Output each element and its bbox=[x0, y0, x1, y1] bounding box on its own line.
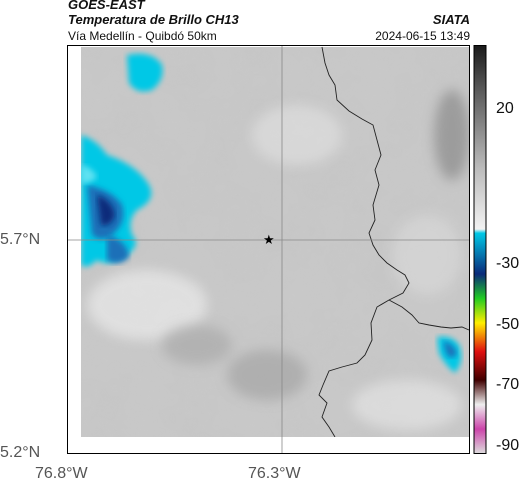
dark-patches bbox=[162, 90, 470, 400]
cbar-tick-20: 20 bbox=[496, 100, 514, 117]
cbar-tick-minus30: -30 bbox=[496, 255, 520, 272]
border-line-east bbox=[388, 299, 470, 331]
cbar-tick-minus70: -70 bbox=[496, 376, 520, 393]
map-canvas: ★ bbox=[67, 45, 470, 454]
colorbar-scale bbox=[473, 45, 487, 454]
lat-label-5-7: 5.7°N bbox=[0, 231, 41, 248]
lon-label-76-3: 76.3°W bbox=[248, 465, 301, 482]
cold-cloud-southeast bbox=[437, 336, 462, 373]
cold-cloud-northwest bbox=[81, 53, 163, 267]
satellite-title: GOES-EAST bbox=[68, 0, 145, 12]
route-label: Vía Medellín - Quibdó 50km bbox=[68, 29, 217, 43]
timestamp: 2024-06-15 13:49 bbox=[375, 29, 470, 43]
light-patches bbox=[87, 105, 462, 430]
colorbar bbox=[473, 45, 489, 454]
satellite-map[interactable]: ★ bbox=[67, 45, 470, 454]
lat-label-5-2: 5.2°N bbox=[0, 444, 41, 461]
lon-label-76-8: 76.8°W bbox=[35, 465, 88, 482]
org-label: SIATA bbox=[432, 12, 470, 27]
border-line bbox=[318, 46, 410, 438]
cbar-tick-minus90: -90 bbox=[496, 437, 520, 454]
location-star-icon: ★ bbox=[263, 232, 275, 247]
map-frame bbox=[67, 45, 470, 454]
cbar-tick-minus50: -50 bbox=[496, 316, 520, 333]
product-title: Temperatura de Brillo CH13 bbox=[68, 12, 239, 27]
